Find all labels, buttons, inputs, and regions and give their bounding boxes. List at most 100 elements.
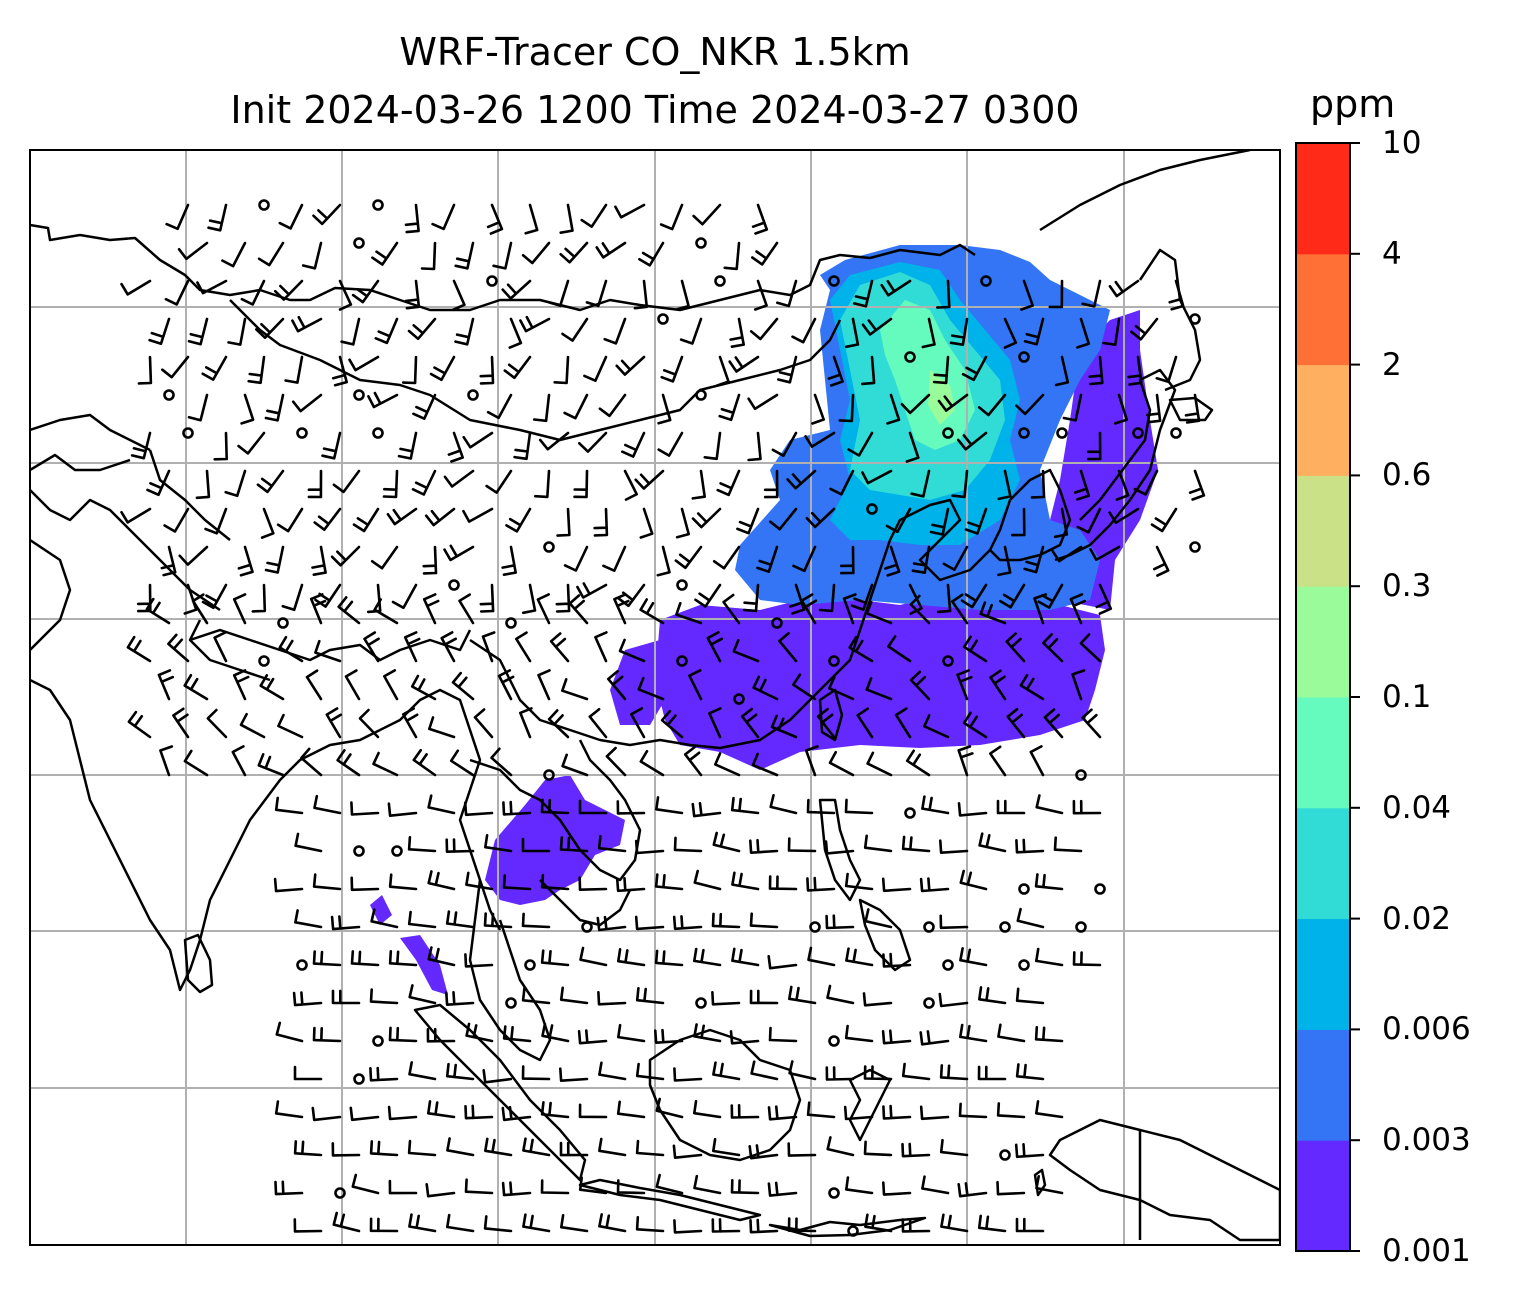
wind-barb bbox=[540, 1101, 570, 1119]
wind-barb bbox=[756, 545, 779, 573]
wind-barb bbox=[828, 676, 855, 701]
calm-marker bbox=[676, 655, 688, 667]
wind-barb bbox=[1053, 836, 1083, 853]
wind-barb bbox=[623, 469, 638, 501]
wind-barb bbox=[573, 469, 589, 499]
wind-barb bbox=[617, 948, 646, 967]
wind-barb bbox=[706, 631, 724, 663]
wind-barb bbox=[397, 431, 418, 460]
calm-marker bbox=[695, 997, 707, 1009]
wind-barb bbox=[350, 876, 380, 892]
wind-barb bbox=[751, 241, 779, 266]
calm-marker bbox=[866, 503, 878, 515]
colorbar-band bbox=[1296, 1140, 1350, 1252]
wind-barb bbox=[595, 241, 627, 259]
wind-barb bbox=[751, 752, 779, 777]
wind-barb bbox=[635, 1139, 665, 1157]
wind-barb bbox=[1086, 431, 1102, 461]
wind-barb bbox=[388, 1179, 418, 1195]
wind-barb bbox=[977, 1214, 1007, 1233]
colorbar-tick-label: 0.1 bbox=[1382, 679, 1432, 715]
wind-barb bbox=[787, 837, 817, 853]
calm-marker bbox=[467, 389, 479, 401]
wind-barb bbox=[691, 802, 722, 818]
wind-barb bbox=[313, 794, 342, 815]
wind-barb bbox=[961, 355, 988, 382]
wind-barb bbox=[672, 1144, 703, 1159]
wind-barb bbox=[711, 1218, 741, 1233]
wind-barb bbox=[588, 707, 608, 739]
wind-barb bbox=[850, 583, 874, 611]
wind-barb bbox=[519, 315, 551, 333]
calm-marker bbox=[1075, 769, 1087, 781]
wind-barb bbox=[559, 986, 589, 1005]
wind-barb bbox=[848, 636, 874, 663]
wind-barb bbox=[712, 1137, 741, 1157]
wind-barb bbox=[630, 707, 646, 739]
wind-barb bbox=[997, 545, 1012, 577]
wind-barb bbox=[443, 469, 475, 488]
wind-barb bbox=[847, 431, 874, 457]
wind-barb bbox=[1153, 545, 1170, 577]
wind-barb bbox=[425, 1183, 456, 1198]
wind-barb bbox=[325, 707, 343, 739]
wind-barb bbox=[1076, 317, 1091, 349]
wind-barb bbox=[305, 669, 323, 701]
wind-barb bbox=[537, 669, 551, 701]
wind-barb bbox=[749, 317, 779, 341]
wind-barb bbox=[1016, 907, 1045, 929]
wind-barb bbox=[1019, 673, 1045, 701]
wind-barb bbox=[800, 593, 818, 625]
wind-barb bbox=[771, 431, 798, 457]
colorbar-band bbox=[1296, 697, 1350, 809]
wind-barb bbox=[407, 836, 437, 853]
wind-barb bbox=[407, 910, 437, 929]
wind-barb bbox=[603, 317, 627, 345]
wind-barb bbox=[547, 279, 570, 308]
wind-barb bbox=[240, 279, 266, 306]
wind-barb bbox=[1005, 632, 1026, 663]
wind-barb bbox=[825, 914, 855, 930]
wind-barb bbox=[598, 1137, 627, 1157]
wind-barb bbox=[1079, 633, 1102, 663]
wind-barb bbox=[736, 507, 760, 535]
wind-barb bbox=[1014, 1143, 1045, 1159]
wind-barb bbox=[767, 955, 798, 970]
wind-barb bbox=[1006, 707, 1026, 739]
wind-barb bbox=[826, 984, 855, 1005]
wind-barb bbox=[1015, 987, 1045, 1005]
wind-barb bbox=[257, 753, 285, 777]
wind-barb bbox=[370, 908, 399, 929]
wind-barb bbox=[715, 355, 730, 387]
wind-barb bbox=[313, 507, 342, 531]
wind-barb bbox=[909, 670, 931, 701]
calm-marker bbox=[353, 237, 365, 249]
calm-marker bbox=[258, 655, 270, 667]
wind-barb bbox=[959, 869, 988, 891]
calm-marker bbox=[828, 655, 840, 667]
wind-barb bbox=[949, 317, 969, 346]
wind-barb bbox=[1023, 545, 1045, 574]
wind-barb bbox=[445, 838, 475, 853]
calm-marker bbox=[1056, 427, 1068, 439]
wind-barb bbox=[1023, 317, 1045, 346]
wind-barb bbox=[960, 583, 988, 609]
wind-barb bbox=[748, 1144, 779, 1160]
wind-barb bbox=[901, 1218, 931, 1233]
wind-barb bbox=[731, 871, 760, 891]
colorbar-band bbox=[1296, 807, 1350, 920]
wind-barb bbox=[293, 1218, 323, 1233]
wind-barb bbox=[284, 355, 304, 384]
colorbar-tick-label: 2 bbox=[1382, 346, 1402, 383]
calm-marker bbox=[448, 579, 460, 591]
wind-barb bbox=[939, 839, 969, 854]
wind-barb bbox=[865, 677, 893, 701]
wind-barb bbox=[788, 985, 817, 1005]
wind-barb bbox=[159, 745, 174, 777]
wind-barb bbox=[750, 1060, 779, 1081]
calm-marker bbox=[1018, 883, 1030, 895]
wind-barb bbox=[1102, 317, 1121, 346]
wind-barb bbox=[675, 507, 690, 539]
wind-barb bbox=[1053, 507, 1069, 539]
